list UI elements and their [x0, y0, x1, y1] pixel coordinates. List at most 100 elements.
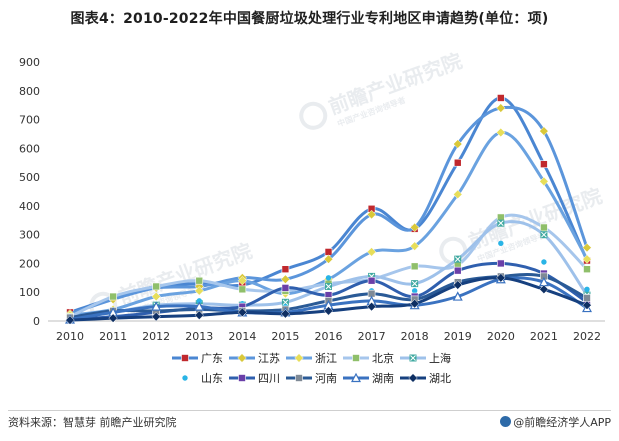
data-point: [584, 286, 590, 293]
series-layer: [65, 94, 592, 325]
data-point: [453, 189, 463, 200]
chart-title: 图表4：2010-2022年中国餐厨垃圾处理行业专利地区申请趋势(单位：项): [70, 11, 549, 27]
data-point: [181, 354, 189, 362]
series-3: [65, 127, 592, 320]
data-point: [237, 307, 247, 318]
chart-axes: 0 100 200 300 400 500 600 700 800 900 2010 2011 2012…: [19, 56, 605, 343]
data-point-cross: [282, 299, 289, 306]
data-point: [151, 301, 162, 311]
y-tick-label: 200: [19, 257, 40, 270]
data-point: [151, 291, 161, 302]
data-point: [194, 301, 205, 311]
data-point: [453, 280, 463, 290]
y-tick-label: 400: [19, 200, 40, 213]
data-point: [182, 375, 188, 381]
legend-label: 北京: [372, 351, 394, 365]
brand-logo-icon: [500, 416, 512, 427]
data-point: [411, 280, 419, 288]
data-point: [410, 262, 419, 271]
data-point: [108, 313, 118, 323]
data-point: [453, 266, 462, 275]
legend-item: 河南: [286, 372, 337, 385]
data-point: [540, 160, 548, 168]
data-point: [351, 372, 361, 383]
data-point: [496, 127, 506, 138]
data-point: [540, 223, 548, 232]
x-tick-label: 2019: [444, 330, 472, 343]
data-point: [238, 285, 247, 294]
data-point: [194, 286, 204, 296]
data-point: [497, 259, 505, 268]
data-point: [411, 288, 418, 294]
data-point: [541, 259, 547, 265]
legend-item: 山东: [182, 372, 223, 385]
data-point: [410, 241, 420, 251]
legend-item: 江苏: [229, 352, 280, 365]
data-point: [540, 231, 548, 239]
y-tick-label: 900: [19, 56, 40, 69]
x-tick-label: 2021: [530, 330, 558, 343]
data-point: [65, 315, 75, 325]
data-point: [367, 276, 376, 285]
data-point: [582, 300, 592, 310]
y-tick-label: 300: [19, 229, 40, 242]
x-tick-label: 2020: [487, 330, 515, 343]
source-note: 资料来源：智慧芽 前瞻产业研究院: [8, 416, 177, 429]
legend-label: 河南: [315, 372, 337, 385]
x-tick-label: 2012: [142, 330, 170, 343]
data-point-cross: [410, 355, 416, 361]
data-point: [497, 219, 505, 227]
data-point: [152, 282, 160, 291]
data-point: [583, 294, 591, 302]
data-point-cross: [541, 231, 547, 238]
x-tick-label: 2014: [228, 330, 256, 343]
data-point: [281, 298, 289, 306]
legend-item: 四川: [229, 372, 280, 385]
legend-label: 江苏: [258, 352, 280, 365]
x-tick-label: 2011: [99, 330, 127, 343]
data-point: [151, 312, 161, 322]
data-point: [237, 353, 247, 363]
legend-item: 湖南: [343, 372, 394, 385]
data-point: [498, 240, 504, 246]
legend-label: 上海: [429, 351, 451, 365]
legend-label: 浙江: [315, 352, 337, 365]
legend-item: 北京: [343, 351, 394, 365]
data-point: [352, 354, 360, 362]
x-tick-label: 2022: [573, 330, 601, 343]
legend-item: 上海: [400, 351, 451, 365]
x-tick-label: 2016: [315, 330, 343, 343]
legend-label: 广东: [201, 352, 223, 365]
legend-item: 浙江: [286, 352, 337, 365]
data-point-cross: [325, 283, 332, 290]
legend-item: 湖北: [400, 372, 451, 385]
data-point: [452, 291, 463, 301]
y-tick-label: 600: [19, 142, 40, 155]
legend-label: 山东: [201, 372, 223, 385]
data-point: [280, 309, 291, 319]
data-point: [583, 265, 591, 274]
x-tick-label: 2018: [401, 330, 429, 343]
footer-divider: [8, 410, 611, 411]
data-point: [496, 103, 506, 113]
y-tick-label: 500: [19, 171, 40, 184]
x-tick-label: 2010: [56, 330, 84, 343]
x-tick-label: 2017: [358, 330, 386, 343]
data-point: [408, 373, 418, 383]
series-10: [65, 273, 592, 325]
data-point: [496, 273, 506, 283]
data-point-cross: [497, 220, 504, 227]
data-point: [453, 158, 462, 167]
data-point: [539, 176, 549, 187]
data-point: [194, 310, 204, 320]
legend-label: 湖南: [372, 372, 394, 385]
data-point: [196, 298, 202, 304]
data-point: [410, 222, 420, 233]
data-point: [409, 354, 417, 362]
data-point: [539, 284, 549, 294]
data-point: [281, 265, 290, 274]
data-point: [238, 374, 246, 382]
data-point: [323, 306, 334, 316]
